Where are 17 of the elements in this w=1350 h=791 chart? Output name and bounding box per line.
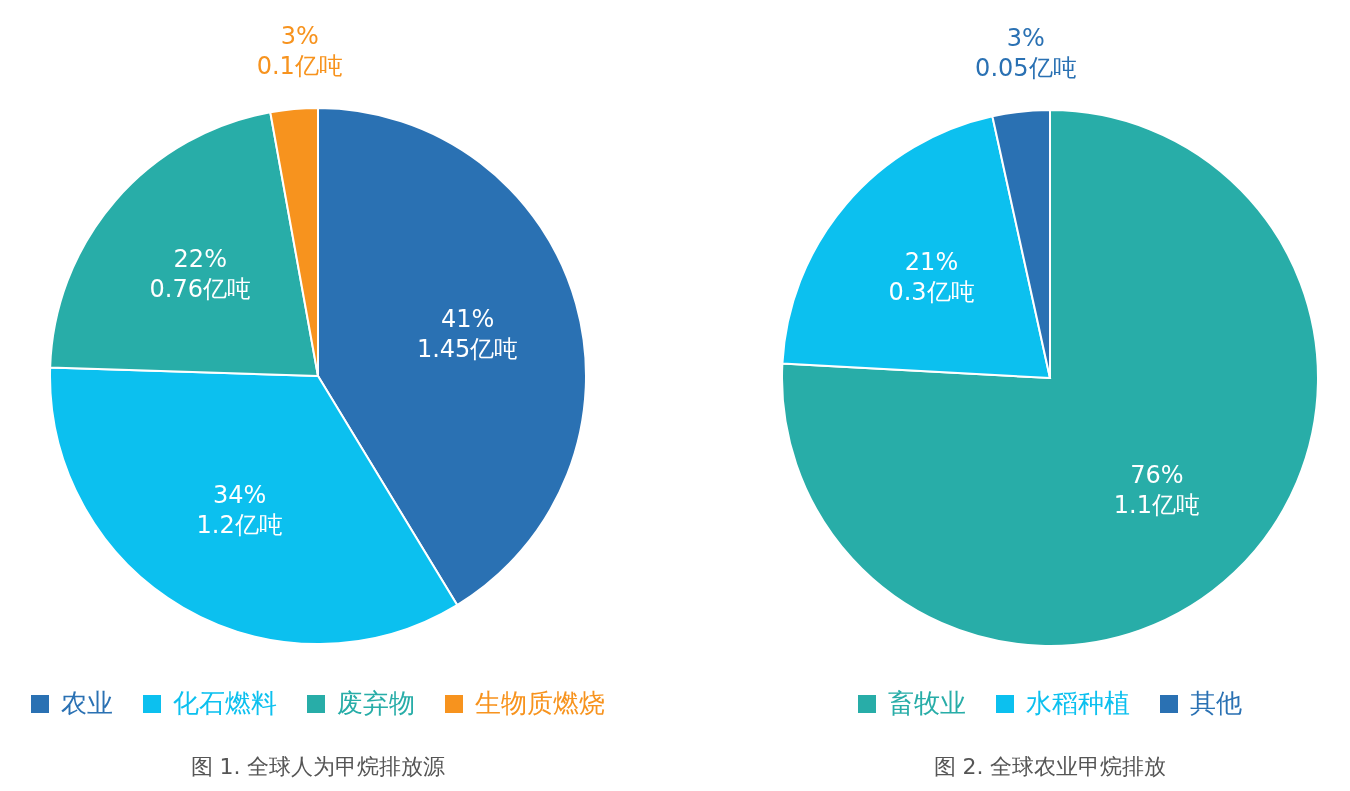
data-label: 76% 1.1亿吨 bbox=[1113, 461, 1200, 520]
data-label: 34% 1.2亿吨 bbox=[196, 480, 283, 539]
legend-label: 水稻种植 bbox=[1026, 687, 1130, 718]
legend-label: 畜牧业 bbox=[888, 687, 966, 718]
legend-label: 其他 bbox=[1190, 687, 1242, 718]
legend-label: 化石燃料 bbox=[173, 687, 277, 718]
data-label: 3% 0.1亿吨 bbox=[256, 21, 343, 80]
legend-label: 废弃物 bbox=[337, 687, 415, 718]
legend-label: 生物质燃烧 bbox=[475, 687, 605, 718]
pie-slice bbox=[781, 109, 1319, 647]
data-label: 22% 0.76亿吨 bbox=[149, 245, 251, 304]
data-label: 21% 0.3亿吨 bbox=[888, 247, 975, 306]
text: 图 1. 全球人为甲烷排放源 bbox=[190, 754, 446, 779]
text: 图 2. 全球农业甲烷排放 bbox=[933, 754, 1167, 779]
legend-label: 农业 bbox=[61, 687, 113, 718]
data-label: 3% 0.05亿吨 bbox=[975, 24, 1077, 83]
data-label: 41% 1.45亿吨 bbox=[416, 304, 519, 363]
